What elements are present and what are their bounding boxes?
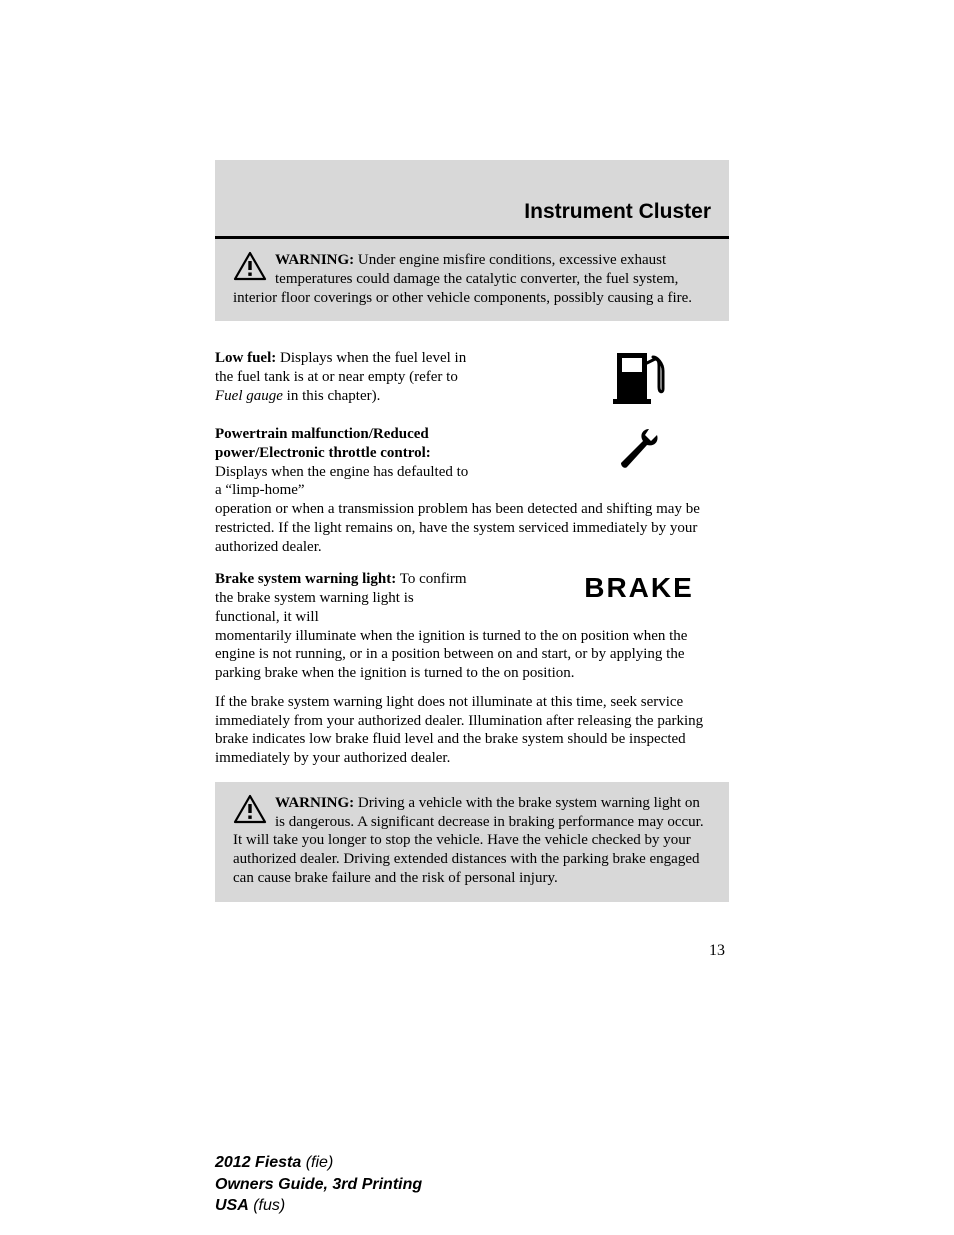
brake-indicator-icon: BRAKE — [549, 570, 729, 605]
warning-box-brake: WARNING: Driving a vehicle with the brak… — [215, 782, 729, 902]
section-brake: BRAKE Brake system warning light: To con… — [215, 570, 729, 683]
warning-triangle-icon — [233, 794, 267, 830]
footer-model: 2012 Fiesta — [215, 1154, 301, 1171]
brake-rest: momentarily illuminate when the ignition… — [215, 627, 729, 683]
section-brake-followup: If the brake system warning light does n… — [215, 693, 729, 768]
low-fuel-label: Low fuel: — [215, 350, 276, 366]
wrench-icon — [549, 425, 729, 481]
fuel-pump-icon — [549, 349, 729, 411]
powertrain-rest: operation or when a transmission problem… — [215, 500, 729, 556]
section-low-fuel: Low fuel: Displays when the fuel level i… — [215, 349, 729, 411]
brake-icon-label: BRAKE — [549, 570, 729, 605]
footer-line2: Owners Guide, 3rd Printing — [215, 1174, 422, 1196]
powertrain-label: Powertrain malfunction/Reduced power/Ele… — [215, 426, 431, 461]
footer-model-code: (fie) — [301, 1154, 333, 1171]
chapter-header: Instrument Cluster — [215, 160, 729, 239]
page-content: Instrument Cluster WARNING: Under engine… — [0, 0, 954, 960]
warning-label: WARNING: — [275, 795, 354, 811]
chapter-title: Instrument Cluster — [524, 200, 711, 223]
powertrain-short: Displays when the engine has defaulted t… — [215, 464, 468, 499]
low-fuel-text2: in this chapter). — [283, 388, 380, 404]
section-powertrain: Powertrain malfunction/Reduced power/Ele… — [215, 425, 729, 556]
footer-country-code: (fus) — [249, 1197, 285, 1214]
footer-country: USA — [215, 1197, 249, 1214]
warning-triangle-icon — [233, 251, 267, 287]
footer-line1: 2012 Fiesta (fie) — [215, 1152, 422, 1174]
warning-label: WARNING: — [275, 252, 354, 268]
warning-box-misfire: WARNING: Under engine misfire conditions… — [215, 239, 729, 321]
page-number: 13 — [215, 942, 725, 960]
footer-line3: USA (fus) — [215, 1195, 422, 1217]
footer: 2012 Fiesta (fie) Owners Guide, 3rd Prin… — [215, 1152, 422, 1217]
low-fuel-italic: Fuel gauge — [215, 388, 283, 404]
brake-label: Brake system warning light: — [215, 571, 396, 587]
